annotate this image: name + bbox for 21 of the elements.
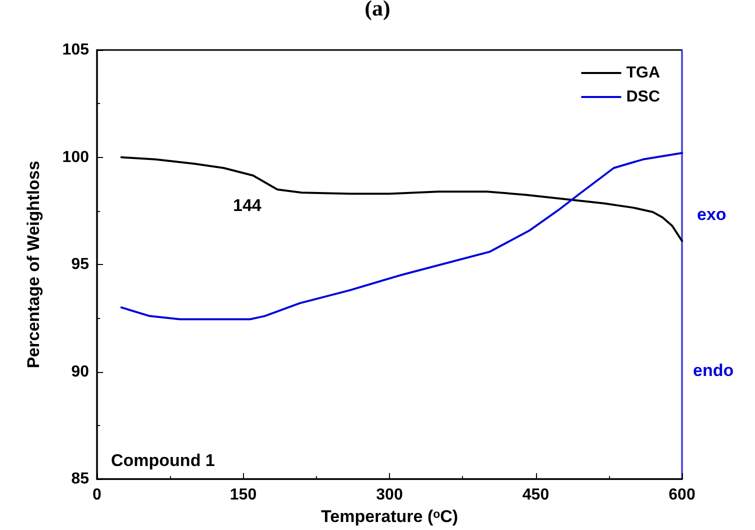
line-series	[120, 156, 683, 242]
x-tick-label: 150	[230, 486, 257, 504]
x-tick-label: 600	[668, 486, 696, 504]
y-tick-label: 105	[62, 42, 90, 58]
x-axis-title: Temperature (ᵒC)	[320, 507, 458, 526]
x-tick-label: 0	[92, 486, 102, 504]
x-tick-label: 300	[376, 486, 403, 504]
y-tick-label: 85	[71, 470, 90, 488]
chart-title: (a)	[364, 0, 390, 20]
x-tick-label: 450	[522, 486, 550, 504]
text: exo	[697, 205, 726, 224]
annotation: Compound 1	[111, 451, 215, 470]
legend-label: TGA	[626, 64, 660, 82]
line-series	[120, 152, 683, 320]
legend-label: DSC	[626, 88, 660, 106]
annotation: 144	[233, 196, 262, 215]
y-tick-label: 95	[71, 256, 90, 274]
y-tick-label: 90	[71, 363, 90, 380]
text: endo	[693, 361, 734, 380]
y-axis-title: Percentage of Weightloss	[24, 160, 43, 368]
y-tick-label: 100	[62, 148, 90, 166]
